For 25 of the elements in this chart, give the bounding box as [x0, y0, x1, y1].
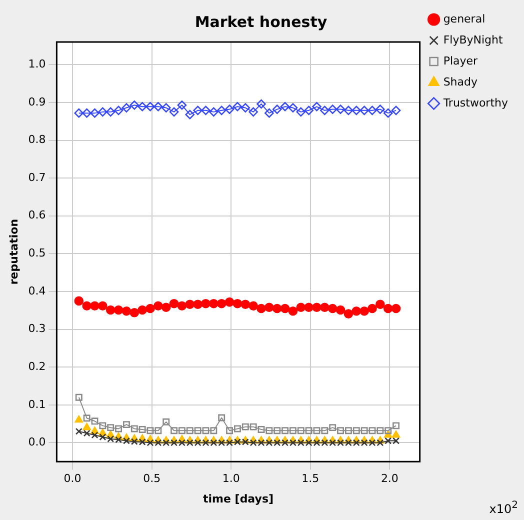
legend-label: Player [443, 54, 478, 68]
x-tick-label: 0.5 [143, 472, 161, 486]
text: x10$^{2}$ [489, 500, 518, 516]
y-tick-label: 0.9 [28, 95, 46, 108]
x-tick-label: 1.5 [302, 472, 320, 486]
legend-label: Shady [443, 75, 478, 88]
legend-label: Trustworthy [442, 96, 508, 110]
y-tick-label: 0.6 [28, 208, 46, 222]
y-tick-label: 0.4 [28, 284, 46, 298]
legend-label: general [443, 12, 486, 26]
y-tick-label: 1.0 [28, 58, 46, 71]
x-tick-label: 2.0 [380, 472, 398, 486]
x-tick-label: 1.0 [222, 472, 240, 486]
y-tick-label: 0.2 [28, 360, 46, 373]
x-axis-title: time [days] [202, 492, 274, 506]
y-tick-label: 0.1 [28, 398, 46, 411]
y-tick-label: 0.8 [28, 133, 46, 146]
y-tick-label: 0.5 [28, 246, 46, 260]
x-tick-label: 0.0 [64, 472, 82, 486]
y-tick-label: 0.0 [28, 436, 46, 449]
y-tick-label: 0.3 [28, 322, 46, 336]
y-axis-title: reputation [7, 218, 20, 285]
chart-title: Market honesty [194, 12, 328, 31]
y-tick-label: 0.7 [28, 170, 46, 184]
legend-label: FlyByNight [443, 33, 504, 46]
